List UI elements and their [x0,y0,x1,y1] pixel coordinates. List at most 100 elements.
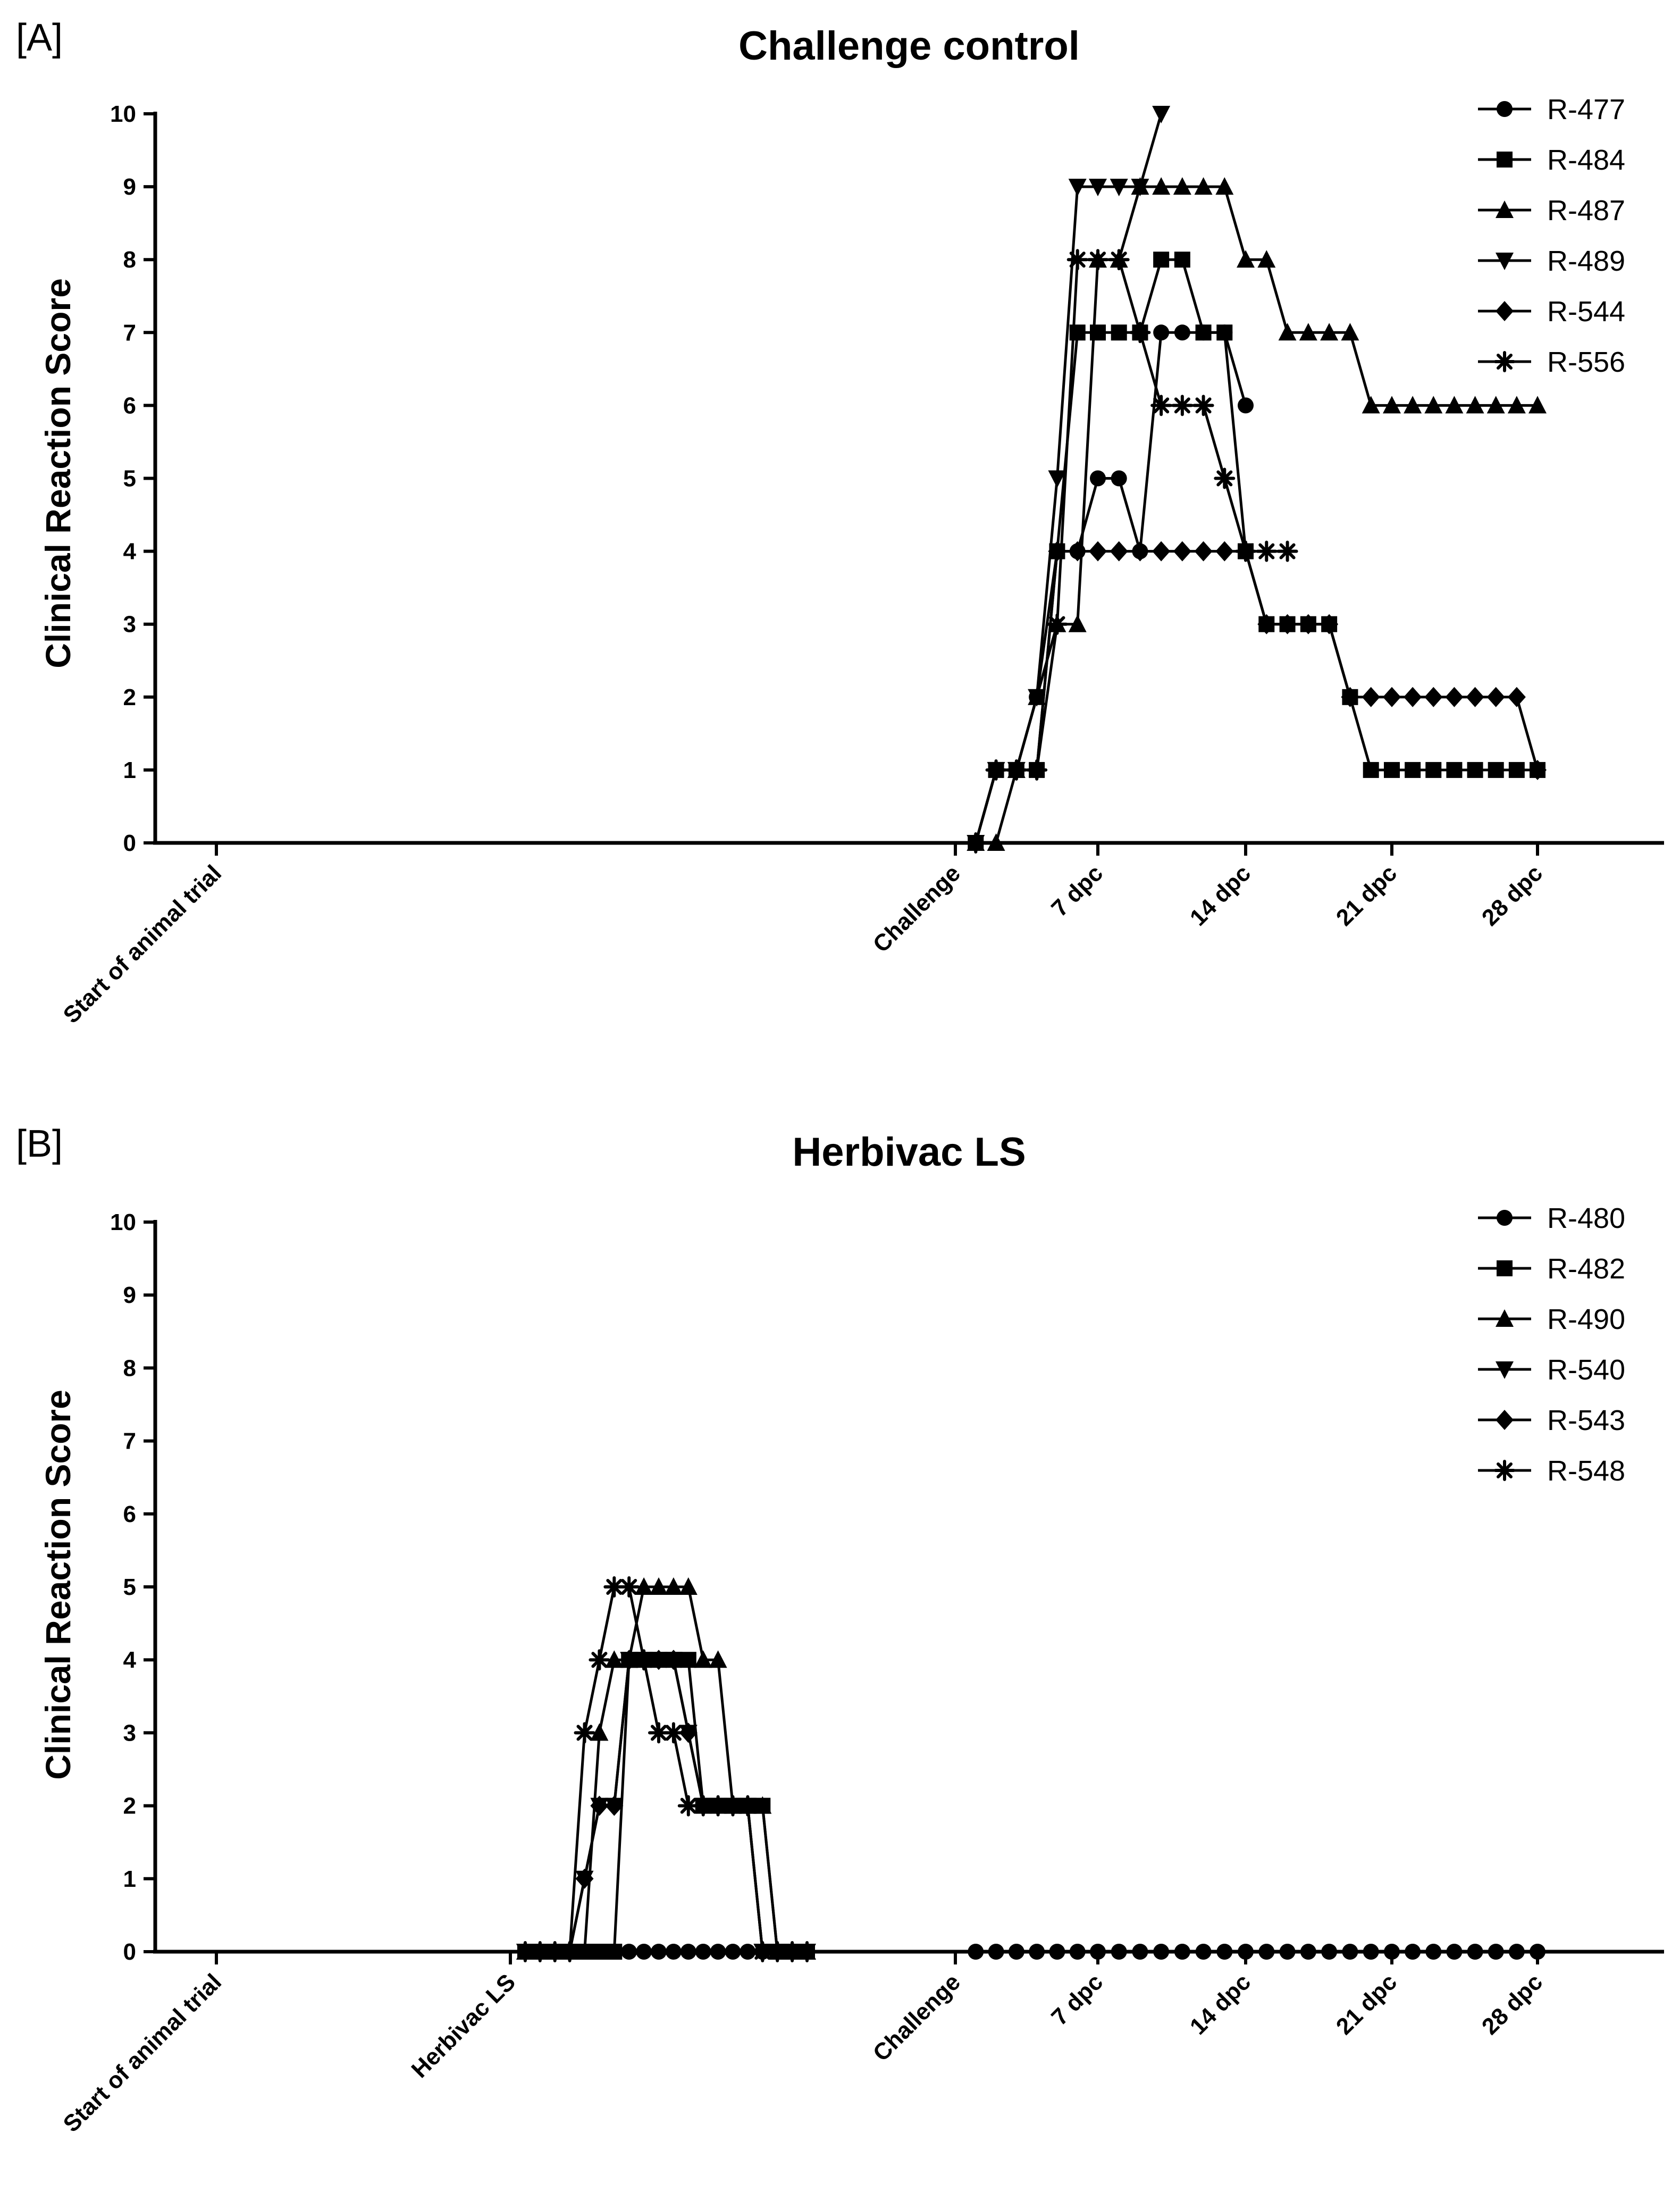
data-point [1424,687,1443,707]
data-point [1235,540,1256,562]
y-axis-label-b: Clinical Reaction Score [38,1390,78,1780]
data-point [1216,324,1233,341]
data-point [650,1650,668,1670]
series-line [525,1585,807,1953]
series-R-540 [516,1652,816,1961]
x-tick-label: Herbivac LS [407,1969,520,2083]
data-point [1258,1944,1275,1960]
legend-marker [1494,1460,1515,1481]
data-point [1214,467,1236,489]
data-point [621,1944,637,1960]
y-tick-label: 8 [123,247,136,273]
x-tick-label: Challenge [868,860,965,957]
data-point [1528,396,1547,414]
data-point [1152,541,1171,562]
data-point [662,1722,684,1744]
data-point [1066,249,1088,271]
data-point [1068,179,1087,197]
series-line [974,113,1163,843]
legend-marker [1497,152,1513,168]
data-point [1488,762,1504,778]
panel-label-b: [B] [16,1123,63,1165]
data-point [710,1944,726,1960]
data-point [1152,106,1171,123]
series-R-556 [965,249,1298,854]
legend-marker [1496,1309,1514,1327]
legend-label: R-548 [1547,1455,1625,1487]
y-tick-label: 2 [123,684,136,710]
data-point [1446,762,1463,778]
data-point [636,1944,652,1960]
legend-marker [1497,1210,1513,1226]
data-point [1153,252,1170,268]
data-point [1150,395,1172,416]
data-point [1029,1944,1045,1960]
legend-label: R-482 [1547,1253,1625,1285]
data-point [1508,1944,1525,1960]
plot-area-a: 0 1 2 3 4 5 6 7 8 9 10 Start of animal trial Challen… [58,94,1664,1028]
legend-label: R-544 [1547,296,1625,328]
data-point [725,1944,741,1960]
data-point [1341,687,1359,707]
data-point [1153,324,1170,341]
data-point [1486,396,1505,414]
data-point [1256,540,1278,562]
data-point [1048,470,1066,488]
data-point [1383,687,1401,707]
data-point [1173,177,1191,195]
legend-marker [1496,1410,1514,1430]
data-point [1383,396,1401,414]
data-point [737,1795,759,1817]
data-point [1171,395,1193,416]
data-point [1405,1944,1421,1960]
y-tick-label: 0 [123,1939,136,1965]
data-point [1238,397,1254,414]
y-tick-label: 0 [123,830,136,856]
legend-marker [1497,1260,1513,1276]
data-point [544,1941,566,1962]
series-line [974,550,1539,843]
data-point [679,1577,698,1595]
data-point [635,1577,653,1595]
x-tick-label: 14 dpc [1185,860,1256,931]
series-R-544 [967,541,1547,853]
y-tick-label: 4 [123,1647,137,1673]
series-R-482 [517,1652,815,1960]
data-point [1046,613,1068,635]
data-point [740,1944,756,1960]
data-point [1090,470,1106,487]
data-point [1404,396,1422,414]
y-tick-label: 5 [123,1574,136,1600]
data-point [1320,614,1339,634]
data-point [1530,1944,1545,1960]
data-point [1237,250,1255,268]
legend-marker [1496,1361,1514,1379]
legend-label: R-543 [1547,1404,1625,1436]
y-tick-label: 8 [123,1355,136,1381]
y-tick-label: 3 [123,1720,136,1746]
data-point [1445,396,1464,414]
data-point [965,832,987,854]
y-tick-label: 10 [110,1209,136,1235]
legend-marker [1496,253,1514,270]
legend: R-480 R-482 R-490 R-540 R-543 R-548 [1478,1202,1625,1487]
data-point [1174,1944,1190,1960]
data-point [694,1650,712,1668]
y-axis-label-a: Clinical Reaction Score [38,278,78,668]
data-point [1174,252,1190,268]
data-point [1108,249,1130,271]
y-tick-label: 7 [123,320,136,346]
series-R-489 [967,106,1171,852]
data-point [1008,1944,1024,1960]
data-point [1215,541,1234,562]
data-point [575,1868,594,1889]
data-point [1466,687,1484,707]
data-point [1087,249,1108,271]
data-point [1279,1944,1296,1960]
data-point [1005,759,1027,781]
y-tick-label: 5 [123,466,136,492]
y-tick-label: 3 [123,612,136,638]
y-tick-label: 1 [123,1866,136,1892]
legend-label: R-489 [1547,245,1625,277]
